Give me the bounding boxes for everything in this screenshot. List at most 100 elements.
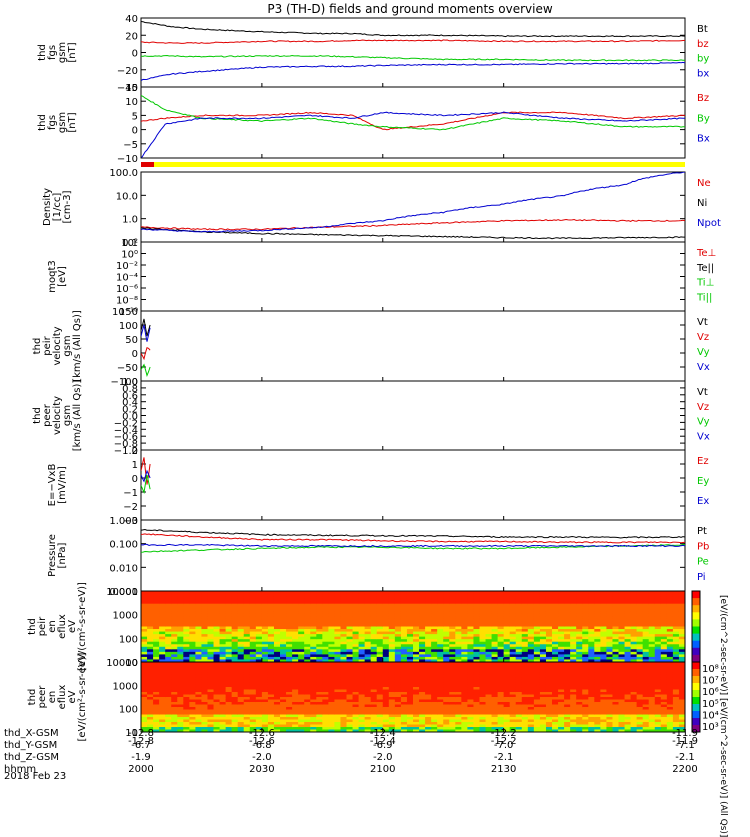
series-Npot	[141, 172, 685, 232]
legend-Vx: Vx	[697, 431, 710, 442]
legend-Vy: Vy	[697, 417, 710, 428]
y-tick-label: 0	[132, 474, 138, 485]
series-Pt	[141, 530, 685, 539]
series-bx	[141, 62, 685, 80]
series-Vy	[141, 365, 150, 376]
y-tick-label: 10⁻⁸	[116, 296, 138, 307]
y-axis-label: [km/s (All Qs)]	[72, 380, 83, 452]
y-tick-label: 0	[132, 49, 138, 60]
legend-Ne: Ne	[697, 178, 711, 189]
panel-frame	[141, 242, 685, 311]
y-tick-label: 5	[132, 111, 138, 122]
legend-Pi: Pi	[697, 572, 706, 583]
legend-By: By	[697, 113, 710, 124]
legend-Vt: Vt	[697, 317, 708, 328]
legend-Bx: Bx	[697, 134, 710, 145]
y-tick-label: 10	[125, 97, 138, 108]
legend-bx: bx	[697, 68, 709, 79]
y-tick-label: 100	[119, 634, 138, 645]
y-axis-label: [nPa]	[57, 542, 68, 568]
y-axis-label: [mV/m]	[57, 466, 68, 504]
series-By	[141, 96, 685, 130]
y-tick-label: 10⁻⁴	[116, 273, 138, 284]
legend-Te⊥: Te⊥	[696, 248, 716, 259]
panel-temperature: 10²10⁰10⁻²10⁻⁴10⁻⁶10⁻⁸10⁻¹⁰moqt3[eV]Te⊥T…	[47, 238, 716, 318]
panel-frame	[141, 87, 685, 158]
y-tick-label: 50	[125, 335, 138, 346]
legend-Vy: Vy	[697, 347, 710, 358]
y-axis-label: [nT]	[67, 112, 78, 132]
y-tick-label: 1000	[113, 611, 138, 622]
legend-Ni: Ni	[697, 198, 707, 209]
series-by	[141, 56, 685, 61]
legend-by: by	[697, 54, 709, 65]
y-tick-label: 1.000	[109, 516, 138, 527]
y-axis-label: [nT]	[67, 42, 78, 62]
legend-Bt: Bt	[697, 24, 708, 35]
legend-bz: bz	[697, 39, 709, 50]
legend-Bz: Bz	[697, 93, 709, 104]
y-tick-label: 0	[132, 349, 138, 360]
series-Bt	[141, 22, 685, 37]
legend-Te||: Te||	[696, 263, 714, 274]
legend-Ez: Ez	[697, 456, 709, 467]
y-tick-label: 2	[132, 446, 138, 457]
y-tick-label: 10⁻⁶	[116, 284, 138, 295]
y-tick-label: 150	[119, 307, 138, 318]
y-tick-label: 10000	[106, 587, 138, 598]
series-Bz	[141, 112, 685, 130]
legend-Pe: Pe	[697, 557, 709, 568]
y-tick-label: −20	[117, 66, 138, 77]
y-axis-label: [eV]	[57, 266, 68, 287]
legend-Ti⊥: Ti⊥	[696, 278, 714, 289]
legend-Ti||: Ti||	[696, 292, 712, 303]
series-bz	[141, 40, 685, 44]
panel-frame	[141, 450, 685, 520]
legend-Ex: Ex	[697, 496, 709, 507]
y-tick-label: 20	[125, 31, 138, 42]
y-tick-label: −5	[123, 140, 138, 151]
y-tick-label: −10	[117, 154, 138, 165]
legend-Pt: Pt	[697, 526, 707, 537]
panel-frame	[141, 311, 685, 381]
legend-Npot: Npot	[697, 218, 721, 229]
legend-Vz: Vz	[697, 402, 709, 413]
y-tick-label: 10000	[106, 658, 138, 669]
y-tick-label: 1.0	[122, 215, 138, 226]
y-tick-label: 10.0	[116, 191, 138, 202]
y-tick-label: 0	[132, 126, 138, 137]
y-tick-label: 10²	[121, 238, 138, 249]
legend-Vz: Vz	[697, 332, 709, 343]
y-tick-label: 1000	[113, 681, 138, 692]
y-tick-label: −50	[117, 363, 138, 374]
y-axis-label: [cm-3]	[62, 190, 73, 223]
y-tick-label: 40	[125, 14, 138, 25]
legend-Pb: Pb	[697, 541, 709, 552]
legend-Vt: Vt	[697, 387, 708, 398]
y-tick-label: 15	[125, 83, 138, 94]
legend-Vx: Vx	[697, 362, 710, 373]
panel-density: 100.010.01.00.1Density[1/cc][cm-3]NeNiNp…	[42, 168, 721, 249]
y-tick-label: 10⁰	[121, 250, 138, 261]
panel-peer_velocity: 1.00.80.60.40.20.0−0.2−0.4−0.6−0.8−1.0th…	[32, 377, 710, 457]
panel-pressure: 1.0000.1000.0100.001Pressure[nPa]PtPbPeP…	[47, 516, 709, 598]
y-tick-label: 0.100	[109, 540, 138, 551]
y-tick-label: −2	[123, 502, 138, 513]
y-tick-label: 100	[119, 321, 138, 332]
panel-frame	[141, 18, 685, 87]
panel-frame	[141, 381, 685, 450]
y-tick-label: 10⁻²	[116, 261, 138, 272]
y-tick-label: 100.0	[109, 168, 138, 179]
legend-Ey: Ey	[697, 476, 709, 487]
y-axis-label: [km/s (All Qs)]	[72, 310, 83, 382]
y-tick-label: 0.010	[109, 563, 138, 574]
y-tick-label: −1	[123, 488, 138, 499]
y-tick-label: 1	[132, 460, 138, 471]
series-Ne	[141, 220, 685, 230]
panel-frame	[141, 520, 685, 591]
